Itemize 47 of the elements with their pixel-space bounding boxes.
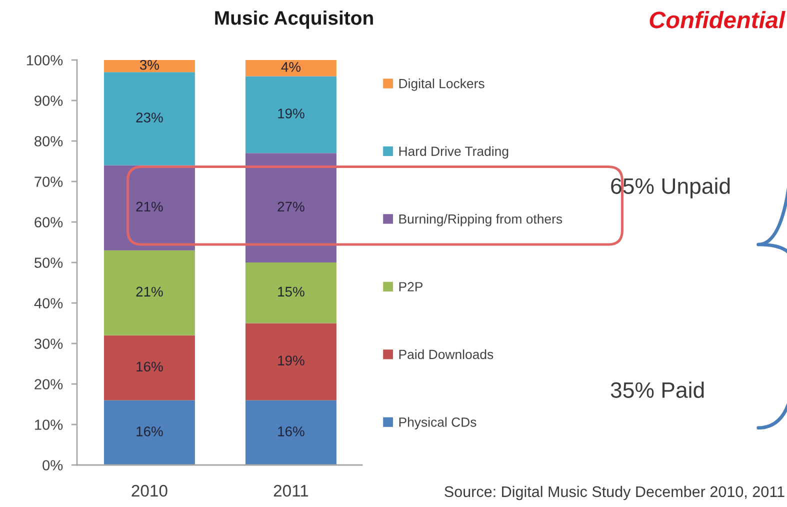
data-label: 21% (136, 202, 163, 212)
legend-label: Physical CDs (399, 417, 476, 430)
data-label: 19% (278, 356, 304, 366)
legend-label: Burning/Ripping from others (399, 214, 562, 226)
y-tick-label: 0% (42, 460, 63, 470)
y-tick-label: 90% (34, 96, 63, 106)
data-label: 16% (278, 426, 304, 436)
legend-label: P2P (399, 282, 423, 292)
data-label: 19% (278, 108, 304, 118)
data-label: 4% (281, 62, 301, 72)
bar (245, 323, 336, 400)
y-tick-label: 60% (34, 217, 63, 228)
x-tick-label: 2010 (132, 484, 168, 497)
bar (104, 335, 195, 400)
y-tick-label: 40% (34, 298, 63, 308)
y-tick-label: 100% (26, 55, 63, 66)
legend-label: Paid Downloads (399, 349, 494, 360)
bar (104, 165, 195, 250)
y-tick-label: 80% (34, 136, 63, 146)
legend-label: Hard Drive Trading (399, 146, 508, 159)
data-label: 16% (136, 426, 163, 436)
y-tick-label: 50% (34, 258, 63, 268)
bar (245, 60, 336, 76)
bar (104, 60, 195, 72)
data-label: 16% (136, 362, 163, 372)
y-tick-label: 20% (34, 379, 63, 390)
x-tick-label: 2011 (274, 484, 308, 497)
bar (245, 400, 336, 465)
data-label: 21% (136, 286, 163, 297)
source-note: Source: Digital Music Study December 2010, 2011 (444, 486, 784, 500)
bar (245, 76, 336, 154)
data-label: 15% (278, 286, 304, 297)
bar (104, 400, 195, 465)
y-tick-label: 30% (34, 338, 63, 349)
y-tick-label: 10% (35, 420, 63, 430)
data-label: 23% (136, 112, 163, 122)
data-label: 3% (140, 60, 159, 70)
bar (245, 262, 336, 324)
chart-title: Music Acquisiton (215, 10, 373, 29)
bar (245, 153, 336, 262)
bar (104, 250, 195, 336)
bar (104, 72, 195, 166)
y-tick-label: 70% (34, 176, 63, 187)
text: 35% Paid (610, 382, 704, 398)
data-label: 27% (278, 202, 304, 212)
legend-label: Digital Lockers (399, 78, 484, 91)
text: Confidential (650, 10, 786, 28)
